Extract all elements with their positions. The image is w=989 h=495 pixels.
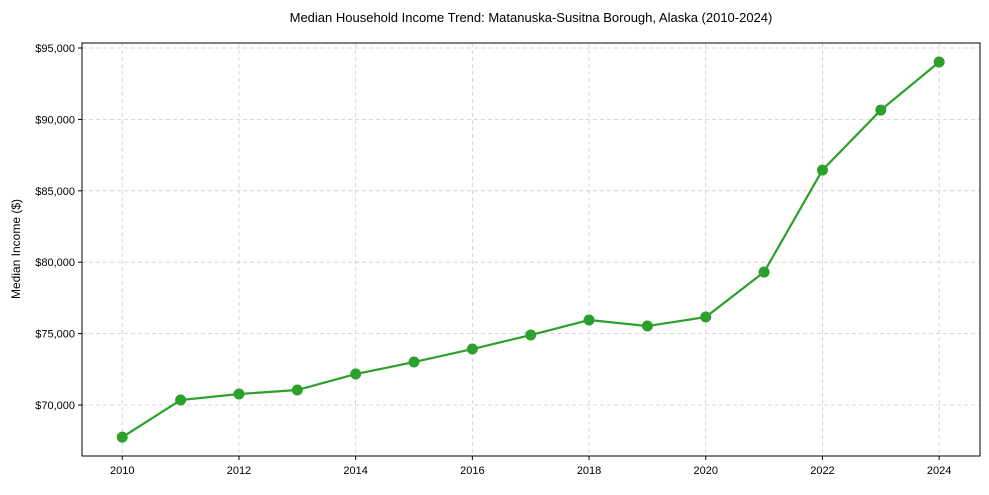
- y-tick-label: $80,000: [35, 257, 75, 269]
- grid: [82, 43, 980, 456]
- data-point: [466, 343, 478, 355]
- data-point: [816, 164, 828, 176]
- data-point: [233, 388, 245, 400]
- data-point: [408, 356, 420, 368]
- data-point: [291, 384, 303, 396]
- series: [116, 56, 945, 443]
- x-tick-label: 2022: [810, 465, 834, 477]
- y-axis-label: Median Income ($): [9, 199, 23, 299]
- y-tick-label: $95,000: [35, 43, 75, 55]
- data-point: [350, 368, 362, 380]
- x-tick-label: 2018: [577, 465, 601, 477]
- x-tick-label: 2012: [227, 465, 251, 477]
- x-tick-label: 2014: [343, 465, 367, 477]
- data-point: [175, 394, 187, 406]
- data-point: [116, 431, 128, 443]
- y-tick-label: $90,000: [35, 114, 75, 126]
- data-point: [525, 329, 537, 341]
- y-tick-label: $75,000: [35, 329, 75, 341]
- data-point: [700, 311, 712, 323]
- data-point: [641, 320, 653, 332]
- data-point: [758, 266, 770, 278]
- data-point: [875, 104, 887, 116]
- data-point: [933, 56, 945, 68]
- x-tick-label: 2016: [460, 465, 484, 477]
- chart-title: Median Household Income Trend: Matanuska…: [290, 10, 773, 25]
- y-tick-label: $70,000: [35, 400, 75, 412]
- plot-frame: [81, 42, 981, 457]
- x-tick-label: 2024: [927, 465, 951, 477]
- series-line: [121, 61, 940, 439]
- y-tick-label: $85,000: [35, 186, 75, 198]
- x-tick-label: 2020: [694, 465, 718, 477]
- ticks: 2010 2012 2014 2016 2018 2020 2022 2024 $70,000 $…: [35, 43, 951, 477]
- data-point: [583, 314, 595, 326]
- x-tick-label: 2010: [110, 465, 134, 477]
